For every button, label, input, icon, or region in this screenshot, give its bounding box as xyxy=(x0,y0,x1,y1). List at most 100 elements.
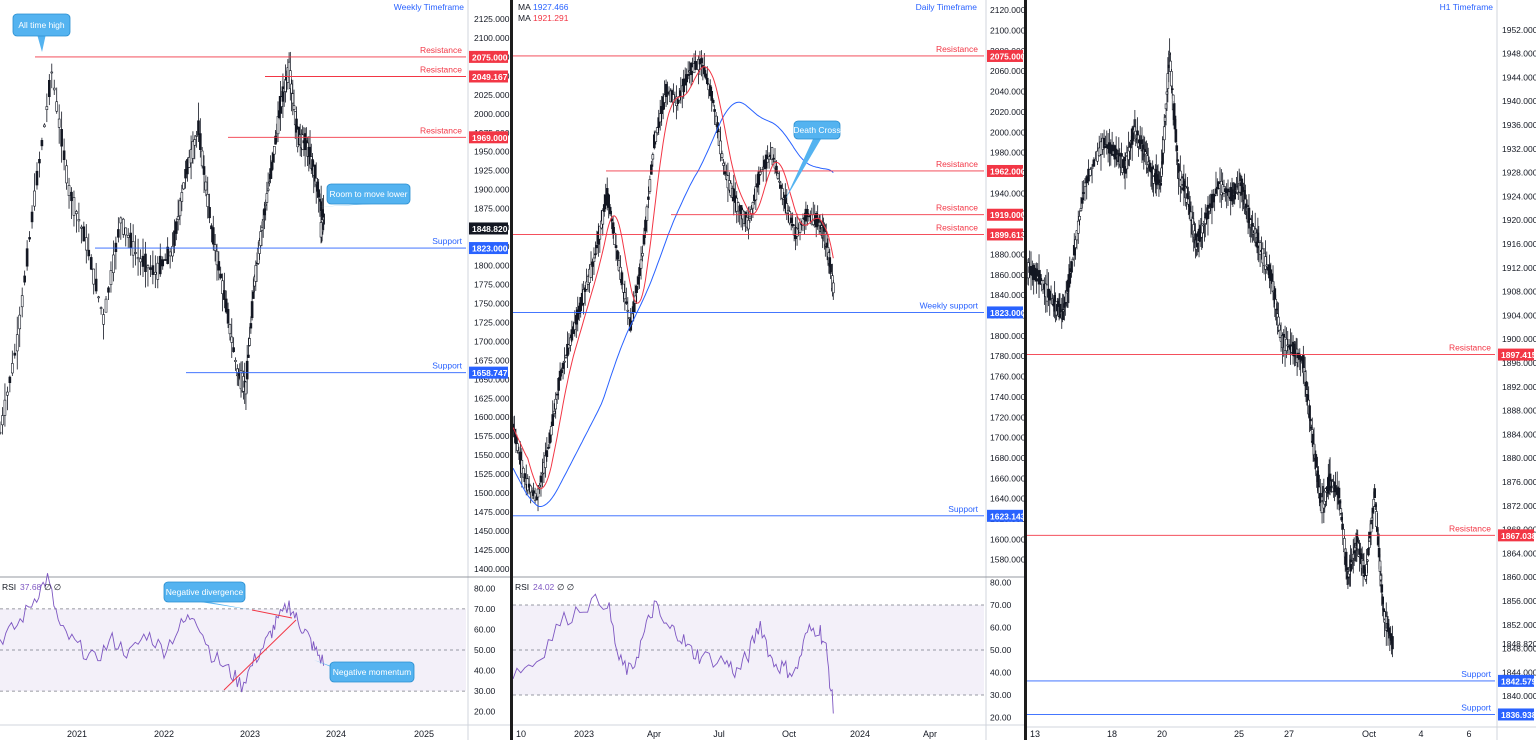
daily-candle xyxy=(601,210,605,225)
price-axis-tick: 1580.000 xyxy=(990,555,1024,565)
weekly-candle xyxy=(250,301,254,318)
daily-rsi-value: 24.02 xyxy=(533,582,555,592)
daily-candle xyxy=(527,483,531,488)
price-axis-tick: 2100.000 xyxy=(990,26,1024,36)
weekly-candle xyxy=(291,93,295,104)
price-axis-tick: 1750.000 xyxy=(474,298,510,308)
weekly-candle xyxy=(226,308,230,324)
daily-candle xyxy=(754,186,758,201)
price-axis-tick: 1650.000 xyxy=(474,374,510,384)
weekly-candle xyxy=(84,237,88,251)
h1-candle xyxy=(1207,208,1211,212)
weekly-candle xyxy=(55,101,59,112)
weekly-candle xyxy=(158,255,162,275)
daily-rsi-markers: ∅ ∅ xyxy=(557,582,575,592)
weekly-candle xyxy=(121,218,125,235)
daily-candle xyxy=(642,234,646,245)
weekly-candle xyxy=(134,252,137,254)
price-axis-tick: 1950.000 xyxy=(474,147,510,157)
callout-room-to-move xyxy=(326,183,411,205)
weekly-candle xyxy=(245,360,249,380)
support-tag xyxy=(987,509,1023,522)
weekly-candle xyxy=(92,268,95,285)
price-axis-tick: 1864.000 xyxy=(1502,548,1536,558)
daily-candle xyxy=(523,473,527,482)
daily-candle xyxy=(572,326,575,334)
price-axis-tick: 1720.000 xyxy=(990,412,1024,422)
weekly-candle xyxy=(213,244,217,251)
h1-candle xyxy=(1247,207,1251,223)
resistance-label: Resistance xyxy=(936,44,978,54)
weekly-candle xyxy=(230,336,234,343)
weekly-rsi-tick: 30.00 xyxy=(474,686,496,696)
time-axis-label: 18 xyxy=(1107,729,1117,739)
weekly-candle xyxy=(48,79,51,98)
weekly-candle xyxy=(191,141,195,159)
daily-candle xyxy=(779,184,783,189)
price-axis-tick: 1740.000 xyxy=(990,392,1024,402)
resistance-tag-value: 1867.038 xyxy=(1501,531,1536,541)
daily-candle xyxy=(513,423,515,431)
price-axis-tick: 1800.000 xyxy=(990,331,1024,341)
daily-candle xyxy=(806,208,809,218)
price-axis-tick: 1500.000 xyxy=(474,488,510,498)
daily-candle xyxy=(705,77,709,84)
weekly-candle xyxy=(23,275,26,283)
daily-candle xyxy=(548,432,552,444)
support-tag xyxy=(1498,674,1534,687)
weekly-candle xyxy=(163,259,167,261)
daily-candle xyxy=(589,263,593,278)
price-axis-tick: 1948.000 xyxy=(1502,49,1536,59)
daily-candle xyxy=(569,337,572,346)
h1-candle xyxy=(1213,194,1216,197)
weekly-candle xyxy=(272,146,276,155)
daily-candle xyxy=(620,272,624,286)
callout-negative-momentum-text: Negative momentum xyxy=(333,667,411,677)
time-axis-label: 20 xyxy=(1157,729,1167,739)
support-tag-value: 1623.143 xyxy=(990,511,1024,521)
weekly-rsi-title: RSI xyxy=(2,582,16,592)
daily-candle xyxy=(638,267,641,276)
time-axis-label: 27 xyxy=(1284,729,1294,739)
daily-candle xyxy=(617,260,621,271)
h1-candle xyxy=(1337,487,1341,499)
daily-candle xyxy=(789,217,793,223)
ma-legend-label: MA xyxy=(518,2,531,12)
time-axis-label: 4 xyxy=(1418,729,1423,739)
price-axis-tick: 1550.000 xyxy=(474,450,510,460)
daily-candle xyxy=(567,344,571,349)
price-axis-tick: 1848.000 xyxy=(1502,644,1536,654)
weekly-candle xyxy=(149,267,152,270)
resistance-label: Resistance xyxy=(1449,523,1491,533)
weekly-candle xyxy=(217,261,221,271)
resistance-tag xyxy=(987,49,1023,62)
weekly-candle xyxy=(3,399,7,416)
daily-candle xyxy=(625,301,628,304)
daily-candle xyxy=(717,131,721,146)
price-axis-tick: 1400.000 xyxy=(474,564,510,574)
weekly-candle xyxy=(219,273,222,279)
callout-negative-divergence-pointer xyxy=(200,602,252,610)
h1-panel: 1952.000 1948.000 1944.000 1940.000 1936.000… xyxy=(1027,0,1536,740)
time-axis-label: Jul xyxy=(713,729,725,739)
weekly-candle xyxy=(176,216,180,220)
callout-death-cross-text: Death Cross xyxy=(793,125,840,135)
daily-candle xyxy=(747,220,750,230)
daily-candle xyxy=(516,443,519,451)
weekly-candle xyxy=(173,230,176,246)
h1-candle xyxy=(1216,186,1219,189)
h1-candle xyxy=(1171,88,1174,90)
daily-candle xyxy=(570,329,574,341)
daily-candle xyxy=(614,245,618,249)
daily-rsi-line xyxy=(513,593,834,714)
weekly-candle xyxy=(124,227,128,236)
weekly-candle xyxy=(119,217,123,224)
weekly-candle xyxy=(43,124,46,128)
price-axis-tick: 2100.000 xyxy=(474,33,510,43)
price-axis-tick: 1944.000 xyxy=(1502,72,1536,82)
weekly-candle xyxy=(215,250,219,266)
daily-candle xyxy=(766,158,769,163)
weekly-candle xyxy=(11,363,14,374)
ma-legend-label: MA xyxy=(518,13,531,23)
h1-candle xyxy=(1258,242,1262,255)
